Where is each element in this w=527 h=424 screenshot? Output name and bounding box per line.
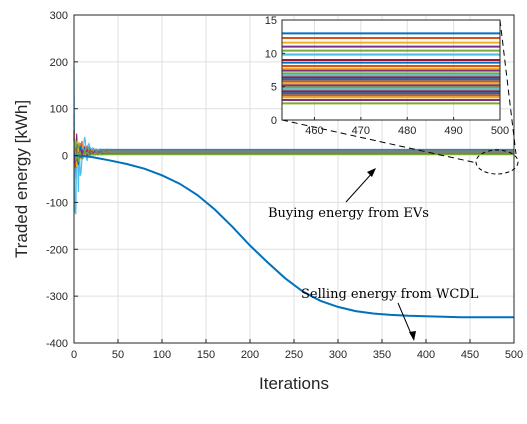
selling-energy-annotation: Selling energy from WCDL — [301, 287, 479, 302]
y-tick-label: -200 — [46, 244, 68, 256]
zoom-connector-right — [499, 19, 517, 155]
inset-frame — [281, 19, 501, 121]
y-tick-label: 100 — [50, 104, 68, 116]
y-tick-label: -300 — [46, 291, 68, 303]
inset-x-tick-label: 500 — [491, 125, 509, 137]
inset-x-tick-label: 480 — [398, 125, 416, 137]
inset-x-tick-label: 470 — [352, 125, 370, 137]
x-tick-label: 100 — [153, 349, 171, 361]
y-tick-label: -100 — [46, 197, 68, 209]
buying-series-line — [73, 138, 514, 162]
y-tick-label: 0 — [62, 151, 68, 163]
zoom-connector-left — [281, 119, 478, 164]
y-axis-label: Traded energy [kWh] — [12, 100, 31, 258]
inset-y-tick-label: 0 — [271, 115, 277, 127]
selling-series-line — [73, 154, 514, 319]
inset-y-tick-label: 10 — [265, 48, 277, 60]
x-tick-label: 0 — [71, 349, 77, 361]
x-tick-label: 350 — [373, 349, 391, 361]
x-tick-label: 450 — [461, 349, 479, 361]
inset-y-tick-label: 5 — [271, 82, 277, 94]
y-tick-label: 200 — [50, 57, 68, 69]
main-plot-lines — [73, 66, 514, 319]
x-axis-label: Iterations — [259, 374, 329, 393]
x-tick-label: 500 — [505, 349, 523, 361]
inset-y-ticks: 0 5 10 15 — [265, 15, 285, 127]
zoom-region-ellipse — [475, 149, 519, 175]
y-tick-label: 300 — [50, 10, 68, 22]
x-tick-label: 50 — [112, 349, 124, 361]
x-tick-label: 200 — [241, 349, 259, 361]
buying-energy-annotation: Buying energy from EVs — [268, 206, 429, 221]
y-tick-label: -400 — [46, 338, 68, 350]
main-x-ticks: 0 50 100 150 200 250 300 350 400 450 500 — [71, 339, 523, 361]
x-tick-label: 400 — [417, 349, 435, 361]
inset-x-ticks: 460 470 480 490 500 — [305, 117, 509, 137]
inset-x-tick-label: 460 — [305, 125, 323, 137]
selling-annotation-arrow — [397, 302, 416, 341]
x-tick-label: 300 — [329, 349, 347, 361]
inset-plot-lines — [282, 32, 500, 105]
inset-y-tick-label: 15 — [265, 15, 277, 27]
main-y-ticks: -400 -300 -200 -100 0 100 200 300 — [46, 10, 78, 350]
inset-x-tick-label: 490 — [444, 125, 462, 137]
x-tick-label: 150 — [197, 349, 215, 361]
x-tick-label: 250 — [285, 349, 303, 361]
buying-annotation-arrow — [345, 168, 376, 203]
